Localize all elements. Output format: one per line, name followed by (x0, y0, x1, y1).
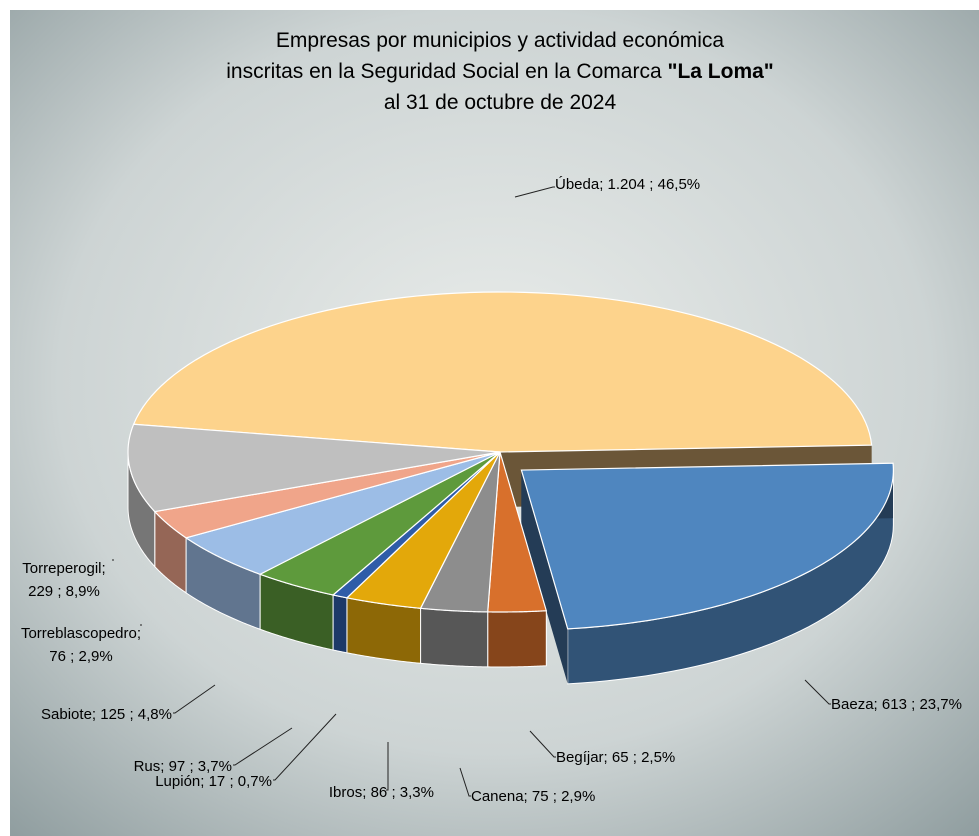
slice-side (487, 610, 547, 668)
label-value: 97 (169, 758, 186, 775)
label-percent: 3,7% (198, 758, 232, 775)
label-percent: 2,9% (561, 788, 595, 805)
label-category: Baeza (831, 696, 874, 713)
label-category: Torreblascopedro (21, 625, 137, 642)
data-label: Begíjar; 65 ; 2,5% (556, 749, 675, 766)
slice (520, 462, 894, 630)
label-category: Úbeda (555, 176, 600, 193)
label-separator: ; (200, 773, 204, 790)
label-percent: 3,3% (400, 784, 434, 801)
label-category: Torreperogil (22, 560, 101, 577)
label-separator: ; (129, 706, 133, 723)
label-percent: 2,9% (79, 648, 113, 665)
label-separator: ; (604, 749, 608, 766)
data-label: Rus; 97 ; 3,7% (134, 758, 232, 775)
label-separator: ; (391, 784, 395, 801)
label-separator: ; (70, 648, 74, 665)
label-percent: 8,9% (66, 583, 100, 600)
label-percent: 23,7% (919, 696, 962, 713)
data-label: Baeza; 613 ; 23,7% (831, 696, 962, 713)
slice (487, 451, 548, 613)
label-separator: ; (553, 788, 557, 805)
label-category: Lupión (155, 773, 200, 790)
data-label: Torreperogil; 229 ; 8,9% (22, 560, 105, 600)
label-category: Begíjar (556, 749, 604, 766)
title-line: inscritas en la Seguridad Social en la C… (226, 60, 774, 83)
label-value: 125 (100, 706, 125, 723)
label-separator: ; (599, 176, 603, 193)
data-label: Lupión; 17 ; 0,7% (155, 773, 272, 790)
title-emphasis: "La Loma" (667, 60, 773, 83)
label-value: 1.204 (608, 176, 646, 193)
title-line: Empresas por municipios y actividad econ… (276, 29, 725, 52)
leader-line (529, 730, 556, 758)
label-separator: ; (649, 176, 653, 193)
label-value: 75 (532, 788, 549, 805)
slice (132, 291, 873, 453)
data-label: Úbeda; 1.204 ; 46,5% (555, 176, 700, 193)
label-separator: ; (189, 758, 193, 775)
label-percent: 0,7% (238, 773, 272, 790)
label-category: Ibros (329, 784, 362, 801)
label-separator: ; (102, 560, 106, 577)
data-labels: Úbeda; 1.204 ; 46,5% Baeza; 613 ; 23,7% Be… (21, 176, 962, 805)
label-separator: ; (633, 749, 637, 766)
label-value: 86 (371, 784, 388, 801)
slice-cut (521, 470, 568, 684)
label-separator: ; (92, 706, 96, 723)
title: Empresas por municipios y actividad econ… (226, 29, 774, 114)
label-separator: ; (362, 784, 366, 801)
label-value: 229 (28, 583, 53, 600)
data-label: Ibros; 86 ; 3,3% (329, 784, 434, 801)
leader-line (273, 713, 337, 781)
label-value: 65 (612, 749, 629, 766)
leader-line (233, 727, 293, 766)
label-value: 76 (49, 648, 66, 665)
label-separator: ; (57, 583, 61, 600)
leader-line (804, 679, 831, 705)
title-line: al 31 de octubre de 2024 (384, 91, 617, 114)
leader-line (173, 684, 216, 714)
label-separator: ; (160, 758, 164, 775)
label-value: 613 (882, 696, 907, 713)
label-separator: ; (137, 625, 141, 642)
data-label: Canena; 75 ; 2,9% (471, 788, 595, 805)
data-label: Sabiote; 125 ; 4,8% (41, 706, 172, 723)
label-category: Sabiote (41, 706, 92, 723)
label-value: 17 (209, 773, 226, 790)
label-percent: 2,5% (641, 749, 675, 766)
leader-line (514, 186, 555, 198)
data-label: Torreblascopedro; 76 ; 2,9% (21, 625, 141, 665)
slice (127, 423, 501, 513)
leader-line (386, 742, 389, 791)
pie-tops (127, 291, 894, 630)
slice (345, 451, 501, 609)
slice (153, 451, 501, 539)
slice-side (332, 594, 348, 654)
label-separator: ; (524, 788, 528, 805)
slice (184, 451, 501, 575)
slice (258, 451, 501, 596)
label-separator: ; (874, 696, 878, 713)
slice-side (420, 607, 489, 668)
label-percent: 46,5% (658, 176, 701, 193)
label-category: Rus (134, 758, 161, 775)
label-category: Canena (471, 788, 524, 805)
label-separator: ; (229, 773, 233, 790)
label-separator: ; (911, 696, 915, 713)
title-text: inscritas en la Seguridad Social en la C… (226, 60, 662, 83)
label-percent: 4,8% (138, 706, 172, 723)
leader-line (459, 767, 471, 797)
